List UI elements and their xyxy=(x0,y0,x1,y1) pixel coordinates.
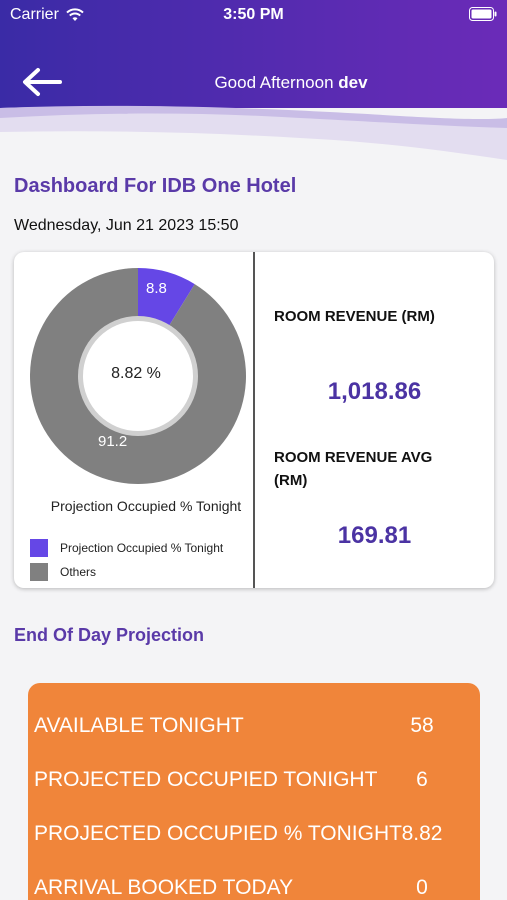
slice-label-others: 91.2 xyxy=(98,433,128,450)
slice-label-occupied: 8.8 xyxy=(146,280,167,297)
eod-row-value: 58 xyxy=(410,714,434,737)
eod-row-value: 6 xyxy=(416,768,428,791)
chart-legend: Projection Occupied % Tonight Others xyxy=(30,536,223,584)
wifi-icon xyxy=(66,8,84,21)
room-revenue-label: ROOM REVENUE (RM) xyxy=(274,308,435,325)
eod-row-label: PROJECTED OCCUPIED % TONIGHT xyxy=(34,822,402,845)
legend-swatch-occupied xyxy=(30,539,48,557)
legend-swatch-others xyxy=(30,563,48,581)
status-time: 3:50 PM xyxy=(223,6,284,23)
legend-label-others: Others xyxy=(60,565,97,579)
eod-row: PROJECTED OCCUPIED % TONIGHT 8.82 xyxy=(28,822,480,852)
eod-projection-panel: AVAILABLE TONIGHT 58 PROJECTED OCCUPIED … xyxy=(28,683,480,900)
room-revenue-value: 1,018.86 xyxy=(327,378,422,405)
legend-label-occupied: Projection Occupied % Tonight xyxy=(60,541,224,555)
greeting-text: Good Afternoon xyxy=(214,73,334,92)
status-bar: Carrier 3:50 PM xyxy=(0,0,507,30)
chart-caption: Projection Occupied % Tonight xyxy=(50,498,242,514)
legend-item-others: Others xyxy=(30,560,223,584)
eod-row-value: 0 xyxy=(416,876,428,899)
eod-row-label: PROJECTED OCCUPIED TONIGHT xyxy=(34,768,378,791)
carrier-label: Carrier xyxy=(10,6,59,23)
donut-center-label: 8.82 % xyxy=(111,365,161,382)
eod-row: ARRIVAL BOOKED TODAY 0 xyxy=(28,876,480,900)
summary-card: 8.82 % 8.8 91.2 Projection Occupied % To… xyxy=(14,252,494,588)
dashboard-datetime: Wednesday, Jun 21 2023 15:50 xyxy=(14,217,239,234)
room-revenue-avg-value: 169.81 xyxy=(337,522,412,549)
carrier-group: Carrier xyxy=(10,6,85,24)
card-divider xyxy=(253,252,255,588)
room-revenue-avg-label: ROOM REVENUE AVG (RM) xyxy=(274,446,432,492)
eod-row: PROJECTED OCCUPIED TONIGHT 6 xyxy=(28,768,480,798)
app-header: Carrier 3:50 PM Good Afternoon dev xyxy=(0,0,507,160)
occupancy-donut-chart xyxy=(30,268,246,484)
greeting: Good Afternoon dev xyxy=(0,73,507,93)
eod-row: AVAILABLE TONIGHT 58 xyxy=(28,714,480,744)
donut-hole xyxy=(83,321,193,431)
room-revenue-avg-label-line2: (RM) xyxy=(274,472,308,489)
battery-icon xyxy=(469,7,497,21)
header-background xyxy=(0,0,507,160)
legend-item-occupied: Projection Occupied % Tonight xyxy=(30,536,223,560)
eod-row-value: 8.82 xyxy=(401,822,443,845)
eod-row-label: AVAILABLE TONIGHT xyxy=(34,714,244,737)
room-revenue-avg-label-line1: ROOM REVENUE AVG xyxy=(274,449,433,466)
donut-slice-others xyxy=(30,268,246,484)
eod-section-title: End Of Day Projection xyxy=(14,625,205,645)
eod-row-label: ARRIVAL BOOKED TODAY xyxy=(34,876,294,899)
back-arrow-icon[interactable] xyxy=(20,66,64,98)
username: dev xyxy=(338,73,368,92)
dashboard-title: Dashboard For IDB One Hotel xyxy=(14,175,297,197)
